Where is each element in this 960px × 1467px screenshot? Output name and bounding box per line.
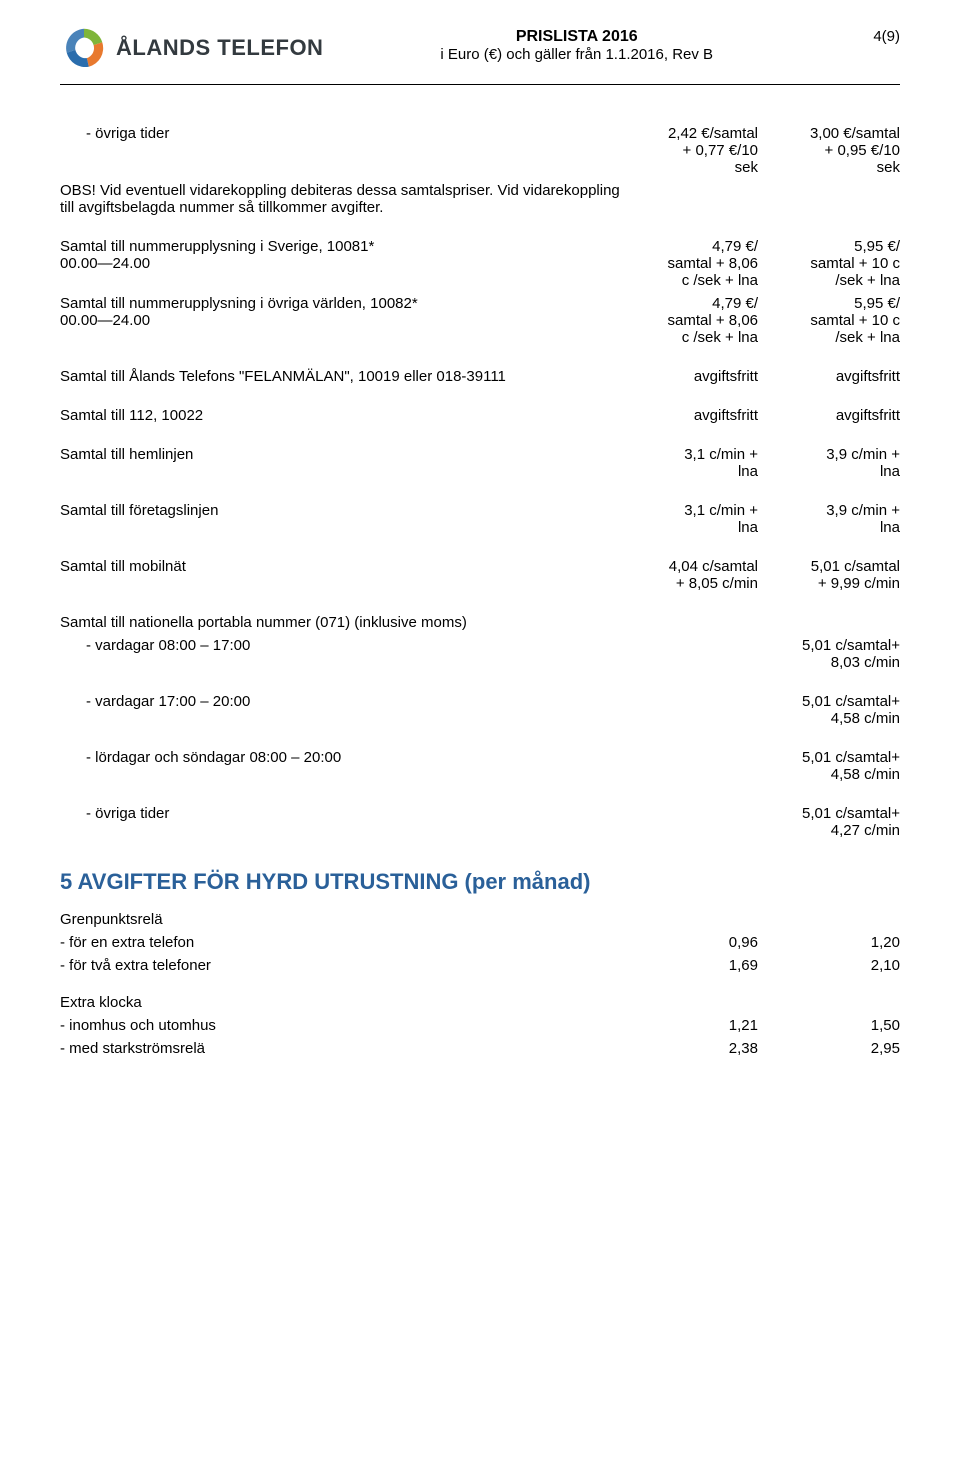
equipment-row-col2: 1,20 (770, 934, 900, 951)
price-row-label: Samtal till företagslinjen (60, 502, 628, 536)
equipment-row-col1: 2,38 (628, 1040, 758, 1057)
section-5-heading: 5 AVGIFTER FÖR HYRD UTRUSTNING (per måna… (60, 869, 900, 895)
equipment-row: - för två extra telefoner1,69 2,10 (60, 957, 900, 974)
price-row-col1: avgiftsfritt (628, 407, 758, 424)
price-row: Samtal till nummerupplysning i Sverige, … (60, 238, 900, 289)
price-row-col1 (628, 805, 758, 839)
equipment-group-title: Extra klocka (60, 994, 900, 1011)
page-number: 4(9) (830, 28, 900, 45)
doc-title: PRISLISTA 2016 (323, 28, 830, 46)
equipment-row-label: - för en extra telefon (60, 934, 628, 951)
price-row-col2: 5,01 c/samtal+ 4,58 c/min (770, 693, 900, 727)
price-row-col2: 5,95 €/ samtal + 10 c /sek + lna (770, 295, 900, 346)
price-row-col2: avgiftsfritt (770, 407, 900, 424)
logo-block: ÅLANDS TELEFON (60, 24, 323, 72)
price-row: Samtal till Ålands Telefons "FELANMÄLAN"… (60, 368, 900, 385)
price-row-label: OBS! Vid eventuell vidarekoppling debite… (60, 182, 628, 216)
equipment-row: - för en extra telefon0,96 1,20 (60, 934, 900, 951)
price-row-label: Samtal till nationella portabla nummer (… (60, 614, 628, 631)
price-row-col2: 3,9 c/min + lna (770, 502, 900, 536)
header-rule (60, 84, 900, 85)
price-row-label: Samtal till nummerupplysning i Sverige, … (60, 238, 628, 289)
price-row: lördagar och söndagar 08:00 – 20:00 5,01 … (60, 749, 900, 783)
price-row-label: Samtal till Ålands Telefons "FELANMÄLAN"… (60, 368, 628, 385)
page-header: ÅLANDS TELEFON PRISLISTA 2016 i Euro (€)… (60, 24, 900, 72)
price-row-label: Samtal till 112, 10022 (60, 407, 628, 424)
price-row-col2: 5,01 c/samtal+ 4,58 c/min (770, 749, 900, 783)
price-row-col2 (770, 182, 900, 216)
price-row: Samtal till 112, 10022avgiftsfrittavgift… (60, 407, 900, 424)
equipment-row-label: - för två extra telefoner (60, 957, 628, 974)
equipment-row-col2: 1,50 (770, 1017, 900, 1034)
price-row-col2: 5,01 c/samtal+ 8,03 c/min (770, 637, 900, 671)
equipment-row: - inomhus och utomhus1,21 1,50 (60, 1017, 900, 1034)
price-row-col2: 3,9 c/min + lna (770, 446, 900, 480)
price-row-label: Samtal till nummerupplysning i övriga vä… (60, 295, 628, 346)
price-row-label: Samtal till hemlinjen (60, 446, 628, 480)
price-row-label: övriga tider (60, 805, 628, 839)
price-row: vardagar 08:00 – 17:00 5,01 c/samtal+ 8,0… (60, 637, 900, 671)
price-row-label: vardagar 08:00 – 17:00 (60, 637, 628, 671)
price-row-col1: 4,04 c/samtal + 8,05 c/min (628, 558, 758, 592)
price-row: Samtal till mobilnät4,04 c/samtal + 8,05… (60, 558, 900, 592)
equipment-row-col2: 2,10 (770, 957, 900, 974)
equipment-group: Grenpunktsrelä - för en extra telefon0,96… (60, 911, 900, 974)
equipment-group: Extra klocka - inomhus och utomhus1,21 1,5… (60, 994, 900, 1057)
price-row: OBS! Vid eventuell vidarekoppling debite… (60, 182, 900, 216)
price-row: övriga tider2,42 €/samtal + 0,77 €/10 se… (60, 125, 900, 176)
equipment-row-col1: 1,69 (628, 957, 758, 974)
price-row-col1 (628, 614, 758, 631)
price-row-label: lördagar och söndagar 08:00 – 20:00 (60, 749, 628, 783)
price-row-col2 (770, 614, 900, 631)
price-row: Samtal till nationella portabla nummer (… (60, 614, 900, 631)
price-row-label: övriga tider (60, 125, 628, 176)
equipment-row-col2: 2,95 (770, 1040, 900, 1057)
section-5-body: Grenpunktsrelä - för en extra telefon0,96… (60, 911, 900, 1057)
price-row: Samtal till företagslinjen3,1 c/min + ln… (60, 502, 900, 536)
price-row-col1: 4,79 €/ samtal + 8,06 c /sek + lna (628, 295, 758, 346)
price-row: övriga tider 5,01 c/samtal+ 4,27 c/min (60, 805, 900, 839)
price-row-label: vardagar 17:00 – 20:00 (60, 693, 628, 727)
equipment-row-label: - inomhus och utomhus (60, 1017, 628, 1034)
price-row-label: Samtal till mobilnät (60, 558, 628, 592)
price-row-col1: 2,42 €/samtal + 0,77 €/10 sek (628, 125, 758, 176)
equipment-group-title: Grenpunktsrelä (60, 911, 900, 928)
price-row-col2: 5,01 c/samtal+ 4,27 c/min (770, 805, 900, 839)
price-row-col2: 3,00 €/samtal + 0,95 €/10 sek (770, 125, 900, 176)
brand-name: ÅLANDS TELEFON (116, 35, 323, 61)
price-row-col2: avgiftsfritt (770, 368, 900, 385)
price-row-col2: 5,95 €/ samtal + 10 c /sek + lna (770, 238, 900, 289)
equipment-row: - med starkströmsrelä2,38 2,95 (60, 1040, 900, 1057)
price-row-col1: avgiftsfritt (628, 368, 758, 385)
equipment-row-col1: 1,21 (628, 1017, 758, 1034)
price-row: Samtal till nummerupplysning i övriga vä… (60, 295, 900, 346)
price-row-col1 (628, 693, 758, 727)
price-rows: övriga tider2,42 €/samtal + 0,77 €/10 se… (60, 125, 900, 839)
equipment-row-label: - med starkströmsrelä (60, 1040, 628, 1057)
price-row-col2: 5,01 c/samtal + 9,99 c/min (770, 558, 900, 592)
price-row-col1: 3,1 c/min + lna (628, 502, 758, 536)
price-row-col1: 4,79 €/ samtal + 8,06 c /sek + lna (628, 238, 758, 289)
price-row-col1 (628, 637, 758, 671)
header-center: PRISLISTA 2016 i Euro (€) och gäller frå… (323, 28, 830, 63)
price-row-col1 (628, 749, 758, 783)
price-row: vardagar 17:00 – 20:00 5,01 c/samtal+ 4,5… (60, 693, 900, 727)
price-row-col1: 3,1 c/min + lna (628, 446, 758, 480)
doc-subtitle: i Euro (€) och gäller från 1.1.2016, Rev… (323, 46, 830, 63)
brand-logo-icon (60, 24, 108, 72)
price-row-col1 (628, 182, 758, 216)
price-row: Samtal till hemlinjen3,1 c/min + lna 3,9 … (60, 446, 900, 480)
equipment-row-col1: 0,96 (628, 934, 758, 951)
